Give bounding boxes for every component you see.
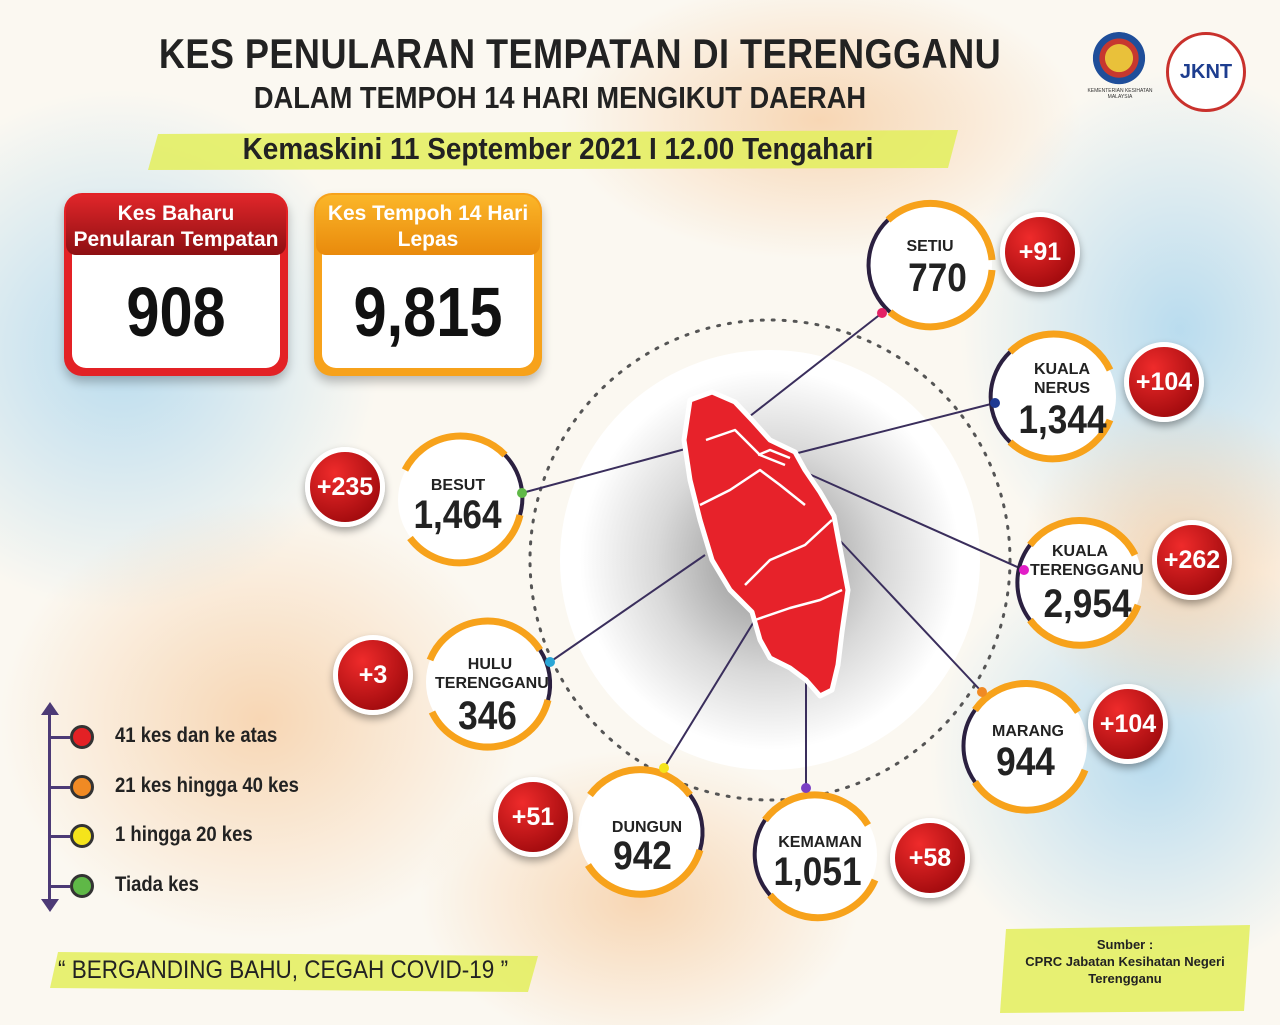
district-name-kuala-nerus: KUALA NERUS <box>1033 361 1090 397</box>
page-subtitle: DALAM TEMPOH 14 HARI MENGIKUT DAERAH <box>253 80 867 115</box>
district-name-kuala-terengganu: KUALA TERENGGANU <box>1030 543 1144 579</box>
ring-marang <box>961 680 1089 814</box>
legend-label-yellow: 1 hingga 20 kes <box>115 823 253 846</box>
connector-marang <box>829 529 983 693</box>
dot-hulu-terengganu <box>545 657 555 667</box>
update-highlight <box>148 130 958 170</box>
new-cases-label: Kes Baharu Penularan Tempatan <box>66 195 286 255</box>
period-cases-value: 9,815 <box>353 273 503 351</box>
legend-tick <box>48 835 70 838</box>
source-line-1: CPRC Jabatan Kesihatan Negeri <box>1025 954 1225 969</box>
kkm-logo-caption: KEMENTERIAN KESIHATAN MALAYSIA <box>1087 88 1153 100</box>
connector-kuala-terengganu <box>799 469 1025 571</box>
jknt-logo: JKNT <box>1166 32 1246 112</box>
legend-red-dot <box>70 725 94 749</box>
district-name-besut: BESUT <box>430 477 486 494</box>
dot-kuala-terengganu <box>1019 565 1029 575</box>
dot-kuala-nerus <box>990 398 1000 408</box>
legend-label-orange: 21 kes hingga 40 kes <box>115 774 299 797</box>
period-cases-label: Kes Tempoh 14 Hari Lepas <box>316 195 540 255</box>
district-new-dungun: +51 <box>493 777 573 857</box>
new-cases-value: 908 <box>126 273 226 351</box>
legend-label-red: 41 kes dan ke atas <box>115 724 278 747</box>
source-line-2: Terengganu <box>1088 971 1162 986</box>
district-name-kemaman: KEMAMAN <box>778 834 862 851</box>
dot-setiu <box>877 308 887 318</box>
district-new-kuala-terengganu: +262 <box>1152 520 1232 600</box>
legend-label-green: Tiada kes <box>115 873 199 896</box>
dot-dungun <box>659 763 669 773</box>
legend-orange-dot <box>70 775 94 799</box>
dot-marang <box>977 687 987 697</box>
district-total-kuala-nerus: 1,344 <box>1018 398 1107 442</box>
district-new-kuala-nerus: +104 <box>1124 342 1204 422</box>
terengganu-map-icon <box>681 389 851 699</box>
page-title: KES PENULARAN TEMPATAN DI TERENGGANU <box>158 30 1002 77</box>
kkm-crest-logo <box>1090 32 1148 90</box>
ring-kemaman <box>752 791 879 922</box>
connector-kuala-nerus <box>789 402 996 456</box>
ring-besut <box>398 432 525 567</box>
district-new-setiu: +91 <box>1000 212 1080 292</box>
district-name-dungun: DUNGUN <box>611 819 683 836</box>
district-total-setiu: 770 <box>908 256 967 300</box>
legend-tick <box>48 786 70 789</box>
district-name-marang: MARANG <box>992 723 1064 740</box>
connector-besut <box>521 444 701 494</box>
dot-besut <box>517 488 527 498</box>
legend-arrow-down-icon <box>41 899 59 912</box>
ring-kuala-terengganu <box>1015 516 1142 649</box>
dot-kemaman <box>801 783 811 793</box>
legend-arrow-up-icon <box>41 702 59 715</box>
connector-hulu-terengganu <box>549 554 706 663</box>
jknt-logo-text: JKNT <box>1179 60 1233 83</box>
district-new-besut: +235 <box>305 447 385 527</box>
legend-tick <box>48 736 70 739</box>
slogan-highlight <box>50 952 538 992</box>
ring-setiu <box>866 199 996 331</box>
district-name-setiu: SETIU <box>906 238 954 255</box>
district-total-kemaman: 1,051 <box>773 850 862 894</box>
ring-dungun <box>578 766 705 898</box>
district-total-kuala-terengganu: 2,954 <box>1043 582 1132 626</box>
legend-tick <box>48 885 70 888</box>
legend-yellow-dot <box>70 824 94 848</box>
source-text: Sumber : CPRC Jabatan Kesihatan Negeri T… <box>1005 936 1245 987</box>
source-title: Sumber : <box>1096 937 1154 952</box>
district-total-marang: 944 <box>996 740 1055 784</box>
connector-dungun <box>663 614 759 769</box>
ring-kuala-nerus <box>988 330 1116 463</box>
district-total-dungun: 942 <box>613 834 672 878</box>
district-new-kemaman: +58 <box>890 818 970 898</box>
legend-green-dot <box>70 874 94 898</box>
connector-setiu <box>744 312 883 421</box>
update-timestamp: Kemaskini 11 September 2021 I 12.00 Teng… <box>242 131 874 166</box>
district-new-marang: +104 <box>1088 684 1168 764</box>
district-name-hulu-terengganu: HULU TERENGGANU <box>435 656 549 692</box>
slogan-text: “ BERGANDING BAHU, CEGAH COVID-19 ” <box>58 956 509 984</box>
district-total-besut: 1,464 <box>413 493 502 537</box>
district-total-hulu-terengganu: 346 <box>458 694 517 738</box>
legend-axis <box>48 712 51 902</box>
ring-hulu-terengganu <box>426 617 553 751</box>
source-highlight <box>1000 925 1250 1013</box>
district-new-hulu-terengganu: +3 <box>333 635 413 715</box>
